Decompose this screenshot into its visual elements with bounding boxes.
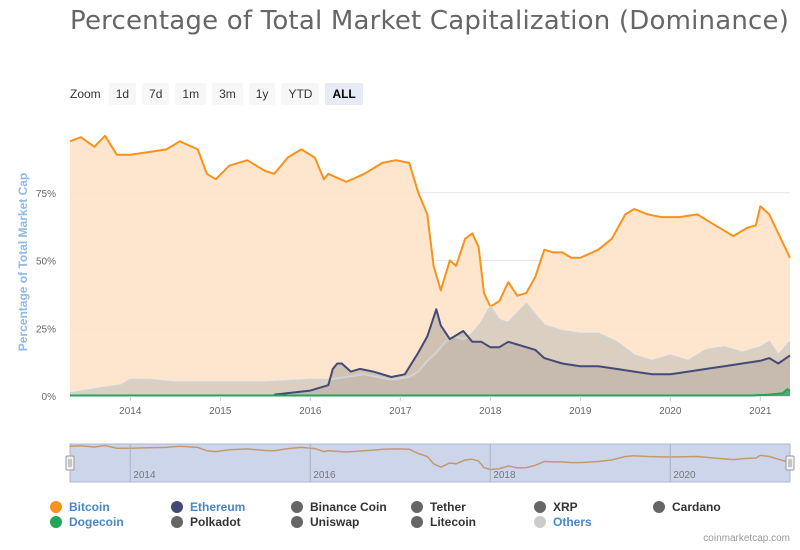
x-tick-label: 2020 (659, 406, 682, 417)
y-tick-label: 0% (42, 392, 57, 403)
legend-item-xrp[interactable]: XRP (534, 500, 578, 514)
legend-marker-icon (411, 516, 423, 528)
zoom-3m-button[interactable]: 3m (212, 83, 243, 105)
legend-item-bitcoin[interactable]: Bitcoin (50, 500, 110, 514)
legend-marker-icon (653, 501, 665, 513)
x-tick-labels: 2014 2015 2016 2017 2018 2019 2020 2021 (119, 396, 772, 417)
x-tick-label: 2017 (389, 406, 412, 417)
legend-label: Ethereum (190, 500, 246, 514)
x-tick-label: 2016 (299, 406, 322, 417)
legend-item-uniswap[interactable]: Uniswap (291, 515, 359, 529)
navigator-tick-label: 2014 (133, 470, 156, 481)
legend-item-polkadot[interactable]: Polkadot (171, 515, 241, 529)
legend-marker-icon (534, 501, 546, 513)
legend-label: Cardano (672, 500, 721, 514)
x-tick-label: 2019 (569, 406, 592, 417)
legend-marker-icon (291, 501, 303, 513)
navigator-tick-label: 2016 (313, 470, 336, 481)
legend-item-litecoin[interactable]: Litecoin (411, 515, 476, 529)
zoom-1d-button[interactable]: 1d (108, 83, 137, 105)
navigator-tick-label: 2020 (673, 470, 696, 481)
y-tick-label: 25% (36, 324, 56, 335)
legend-item-binance-coin[interactable]: Binance Coin (291, 500, 387, 514)
legend-label: Dogecoin (69, 515, 124, 529)
zoom-label: Zoom (70, 87, 101, 101)
zoom-7d-button[interactable]: 7d (142, 83, 170, 105)
zoom-1y-button[interactable]: 1y (248, 83, 276, 105)
zoom-bar: Zoom 1d 7d 1m 3m 1y YTD ALL (70, 83, 363, 105)
legend-marker-icon (291, 516, 303, 528)
series-areas (70, 135, 790, 397)
x-tick-label: 2021 (749, 406, 772, 417)
legend-label: Tether (430, 500, 466, 514)
legend-marker-icon (171, 501, 183, 513)
legend-marker-icon (50, 516, 62, 528)
x-tick-label: 2015 (209, 406, 232, 417)
legend-marker-icon (411, 501, 423, 513)
legend-item-ethereum[interactable]: Ethereum (171, 500, 245, 514)
series-line-bitcoin (69, 134, 791, 308)
legend-label: Bitcoin (69, 500, 110, 514)
legend-marker-icon (50, 501, 62, 513)
x-tick-label: 2018 (479, 406, 502, 417)
chart-title: Percentage of Total Market Capitalizatio… (70, 6, 790, 36)
legend-item-cardano[interactable]: Cardano (653, 500, 721, 514)
legend-item-tether[interactable]: Tether (411, 500, 466, 514)
legend-label: Uniswap (310, 515, 360, 529)
navigator-left-handle[interactable] (65, 455, 75, 471)
navigator-right-handle[interactable] (785, 455, 795, 471)
legend-label: Polkadot (190, 515, 241, 529)
series-lines (69, 134, 791, 397)
zoom-ytd-button[interactable]: YTD (281, 83, 320, 105)
legend-label: XRP (553, 500, 578, 514)
legend-label: Others (553, 515, 592, 529)
time-navigator[interactable]: 2014 2016 2018 2020 (65, 443, 795, 483)
series-line-others (69, 302, 791, 395)
legend-marker-icon (534, 516, 546, 528)
legend-marker-icon (171, 516, 183, 528)
source-credit: coinmarketcap.com (703, 533, 790, 544)
legend-item-dogecoin[interactable]: Dogecoin (50, 515, 124, 529)
y-tick-label: 50% (36, 257, 56, 268)
legend-label: Litecoin (430, 515, 477, 529)
legend-item-others[interactable]: Others (534, 515, 592, 529)
zoom-all-button[interactable]: ALL (325, 83, 363, 105)
y-tick-label: 75% (36, 189, 56, 200)
legend-label: Binance Coin (310, 500, 387, 514)
zoom-1m-button[interactable]: 1m (175, 83, 207, 105)
legend: Bitcoin Ethereum Binance Coin Tether XRP Card… (50, 500, 790, 534)
series-line-dogecoin (70, 388, 791, 397)
navigator-tick-label: 2018 (493, 470, 516, 481)
x-tick-label: 2014 (119, 406, 142, 417)
series-area-bitcoin (70, 135, 790, 397)
navigator-series-line (69, 444, 791, 471)
y-tick-labels: 0% 25% 50% 75% (36, 189, 56, 403)
series-line-ethereum (274, 308, 791, 396)
